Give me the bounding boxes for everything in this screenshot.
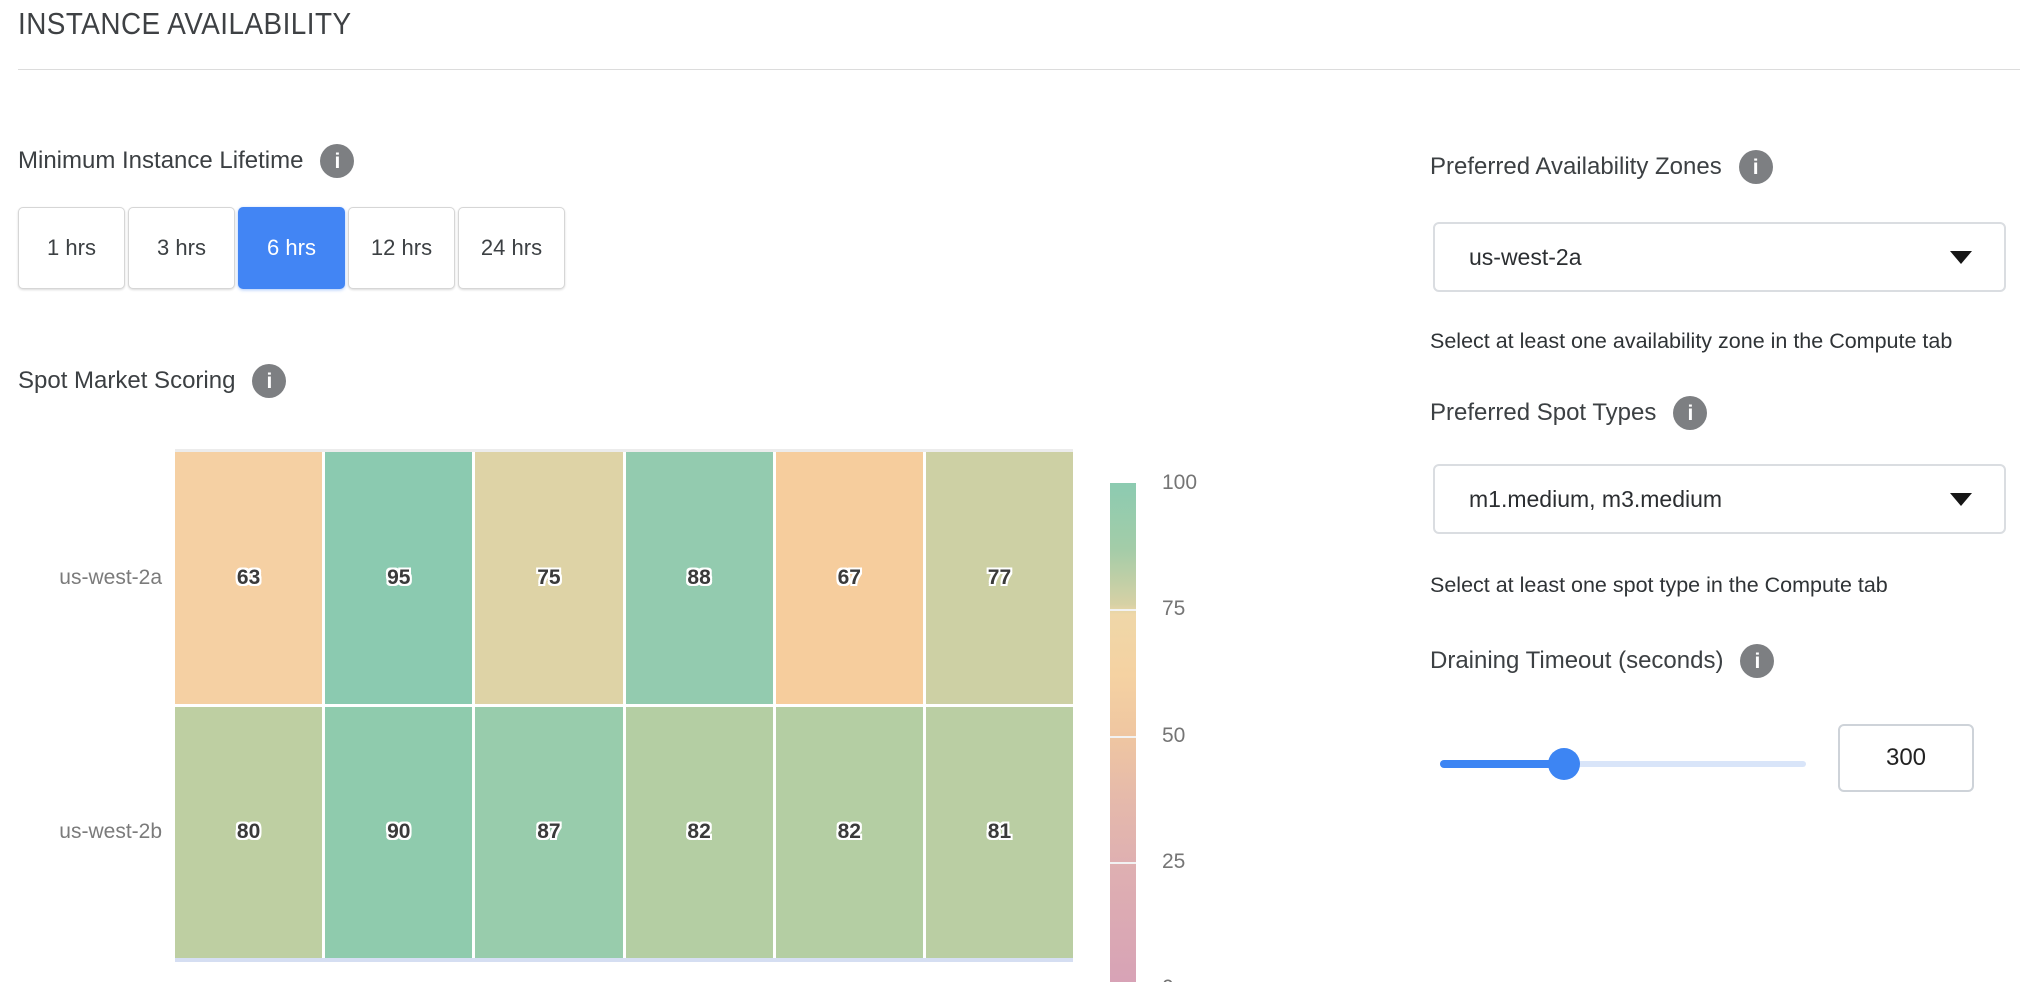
slider-thumb[interactable] (1548, 748, 1581, 780)
minimum-instance-lifetime-label-text: Minimum Instance Lifetime (18, 147, 304, 174)
heatmap-cell: 82 (772, 706, 923, 958)
lifetime-option-12-hrs[interactable]: 12 hrs (348, 207, 455, 289)
colorbar-separator (1110, 609, 1136, 612)
heatmap-row-label: us-west-2a (59, 566, 162, 589)
heatmap-cell: 75 (472, 452, 623, 704)
heatmap-colorbar (1110, 483, 1136, 982)
lifetime-button-group: 1 hrs 3 hrs 6 hrs 12 hrs 24 hrs (18, 207, 565, 289)
draining-timeout-label: Draining Timeout (seconds) (1430, 644, 1775, 678)
colorbar-separator (1110, 861, 1136, 864)
heatmap: 63 95 75 88 67 77 80 90 87 82 82 81 (175, 452, 1074, 958)
colorbar-tick: 50 (1162, 723, 1186, 747)
heatmap-cell: 81 (922, 706, 1074, 958)
draining-timeout-slider[interactable] (1440, 748, 1806, 780)
heatmap-row-us-west-2a: 63 95 75 88 67 77 (175, 452, 1074, 704)
page-title: INSTANCE AVAILABILITY (18, 6, 389, 42)
availability-zones-dropdown[interactable]: us-west-2a (1433, 222, 2006, 292)
lifetime-option-6-hrs[interactable]: 6 hrs (238, 207, 345, 289)
lifetime-option-24-hrs[interactable]: 24 hrs (458, 207, 565, 289)
heatmap-cell: 88 (622, 452, 773, 704)
preferred-availability-zones-label: Preferred Availability Zones (1430, 150, 1773, 184)
spot-types-helper-text: Select at least one spot type in the Com… (1430, 573, 1888, 597)
page-title-text: INSTANCE AVAILABILITY (18, 6, 352, 41)
colorbar-tick: 25 (1162, 849, 1186, 873)
slider-track-fill[interactable] (1440, 760, 1565, 768)
preferred-spot-types-label-text: Preferred Spot Types (1430, 399, 1657, 426)
heatmap-bottom-border (175, 958, 1073, 962)
draining-timeout-input[interactable] (1838, 724, 1974, 792)
info-icon[interactable] (252, 364, 287, 398)
lifetime-option-3-hrs[interactable]: 3 hrs (128, 207, 235, 289)
heatmap-cell: 63 (175, 452, 323, 704)
colorbar-tick: 100 (1162, 471, 1198, 494)
slider-track[interactable] (1440, 761, 1806, 767)
preferred-availability-zones-label-text: Preferred Availability Zones (1430, 153, 1722, 180)
spot-types-dropdown-value: m1.medium, m3.medium (1469, 485, 1723, 512)
info-icon[interactable] (1673, 396, 1708, 430)
heatmap-row-us-west-2b: 80 90 87 82 82 81 (175, 703, 1074, 958)
spot-market-scoring-label: Spot Market Scoring (18, 364, 287, 398)
colorbar-separator (1110, 735, 1136, 738)
chevron-down-icon (1950, 493, 1972, 506)
heatmap-row-label: us-west-2b (59, 820, 162, 843)
header-divider (18, 69, 2020, 70)
minimum-instance-lifetime-label: Minimum Instance Lifetime (18, 144, 355, 178)
heatmap-cell: 90 (322, 706, 473, 958)
colorbar-tick: 75 (1162, 597, 1186, 621)
info-icon[interactable] (320, 144, 355, 178)
lifetime-option-1-hrs[interactable]: 1 hrs (18, 207, 125, 289)
info-icon[interactable] (1740, 644, 1775, 678)
info-icon[interactable] (1738, 150, 1773, 184)
preferred-spot-types-label: Preferred Spot Types (1430, 396, 1708, 430)
spot-market-scoring-label-text: Spot Market Scoring (18, 367, 236, 394)
heatmap-cell: 77 (922, 452, 1074, 704)
heatmap-cell: 87 (472, 706, 623, 958)
colorbar-tick: 0 (1162, 975, 1232, 982)
spot-types-dropdown[interactable]: m1.medium, m3.medium (1433, 464, 2006, 534)
availability-zones-dropdown-value: us-west-2a (1469, 243, 1582, 270)
heatmap-cell: 82 (622, 706, 773, 958)
chevron-down-icon (1950, 251, 1972, 264)
heatmap-cell: 80 (175, 706, 323, 958)
availability-zones-helper-text: Select at least one availability zone in… (1430, 329, 1953, 353)
heatmap-cell: 95 (322, 452, 473, 704)
draining-timeout-label-text: Draining Timeout (seconds) (1430, 647, 1724, 674)
heatmap-top-border (175, 449, 1073, 452)
heatmap-cell: 67 (772, 452, 923, 704)
